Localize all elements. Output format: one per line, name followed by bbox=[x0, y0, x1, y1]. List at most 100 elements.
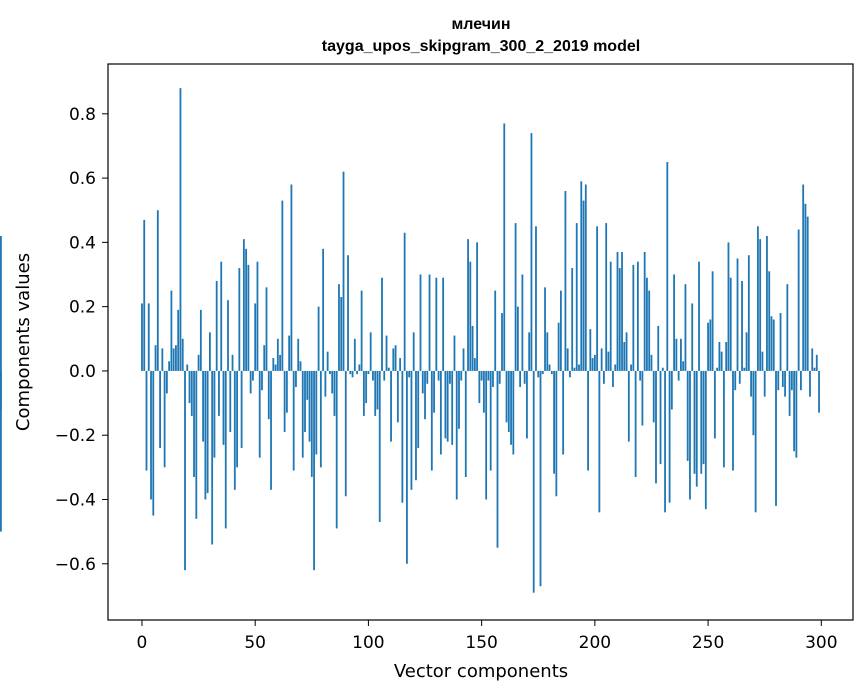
x-tick-label: 100 bbox=[352, 633, 384, 653]
bar bbox=[736, 258, 739, 371]
bar bbox=[335, 370, 338, 529]
plot-frame bbox=[107, 63, 854, 621]
bar bbox=[693, 370, 696, 474]
bar bbox=[641, 370, 644, 426]
bar bbox=[249, 370, 252, 394]
bar bbox=[603, 370, 605, 384]
bar bbox=[584, 184, 587, 371]
x-tick-label: 50 bbox=[244, 633, 266, 653]
bar bbox=[424, 370, 426, 420]
bar bbox=[781, 370, 784, 387]
y-axis-ticks: −0.6 −0.4 −0.2 0.0 0.2 0.4 0.6 0.8 bbox=[55, 105, 108, 575]
bar bbox=[469, 261, 472, 371]
bar bbox=[564, 190, 567, 371]
bar bbox=[186, 364, 189, 371]
bar bbox=[589, 329, 592, 371]
bar bbox=[729, 277, 732, 371]
bar bbox=[252, 370, 254, 381]
bar bbox=[698, 261, 700, 371]
bar bbox=[580, 181, 583, 371]
bar bbox=[695, 370, 698, 487]
bar bbox=[682, 361, 685, 371]
bar bbox=[215, 280, 218, 371]
x-tick-label: 300 bbox=[805, 633, 837, 653]
bar bbox=[439, 370, 442, 455]
bar bbox=[417, 370, 420, 449]
bar bbox=[229, 370, 232, 432]
bar bbox=[288, 335, 291, 371]
bar bbox=[802, 184, 805, 371]
bar bbox=[684, 284, 687, 371]
bar bbox=[800, 370, 802, 391]
bar bbox=[587, 370, 589, 471]
bar bbox=[193, 370, 195, 477]
bar bbox=[143, 219, 146, 371]
bar bbox=[559, 290, 562, 371]
bar bbox=[546, 332, 549, 371]
bar bbox=[815, 354, 818, 371]
bar bbox=[582, 200, 585, 371]
bar bbox=[519, 370, 522, 387]
bar bbox=[473, 358, 476, 371]
bar bbox=[623, 342, 626, 371]
bar bbox=[673, 274, 676, 371]
bar bbox=[245, 248, 248, 371]
bar bbox=[661, 367, 664, 371]
bar bbox=[159, 370, 161, 449]
bar bbox=[756, 226, 759, 371]
bar bbox=[523, 370, 526, 384]
bar bbox=[333, 370, 336, 416]
bar bbox=[211, 370, 214, 545]
bar bbox=[240, 370, 243, 449]
bar bbox=[743, 367, 746, 371]
bar bbox=[224, 370, 227, 529]
bar bbox=[779, 313, 782, 371]
bar bbox=[521, 274, 524, 371]
bar bbox=[596, 226, 599, 371]
bar bbox=[381, 277, 383, 371]
bar bbox=[326, 351, 329, 371]
bar bbox=[643, 252, 646, 371]
bar bbox=[295, 370, 297, 387]
y-tick-label: 0.8 bbox=[69, 105, 96, 125]
bar bbox=[720, 351, 723, 371]
bar bbox=[313, 370, 315, 571]
bar bbox=[666, 162, 669, 371]
bar bbox=[419, 274, 422, 371]
bar bbox=[498, 370, 501, 384]
bar bbox=[532, 370, 535, 593]
bar bbox=[258, 370, 261, 458]
bar bbox=[709, 319, 712, 371]
bar bbox=[0, 370, 2, 532]
bar bbox=[704, 370, 707, 510]
bar bbox=[356, 370, 358, 375]
bar bbox=[573, 367, 576, 371]
bar bbox=[727, 242, 730, 371]
bar bbox=[213, 370, 216, 458]
bar bbox=[351, 370, 354, 378]
bar bbox=[759, 239, 762, 371]
bar bbox=[614, 364, 617, 371]
bar bbox=[464, 370, 467, 477]
y-tick-label: 0.2 bbox=[69, 298, 96, 318]
bar bbox=[707, 322, 709, 371]
bar bbox=[646, 277, 648, 371]
chart-subtitle: tayga_upos_skipgram_300_2_2019 model bbox=[322, 38, 640, 55]
bar bbox=[349, 370, 352, 375]
bar bbox=[530, 133, 533, 371]
bar bbox=[206, 370, 209, 494]
bar bbox=[489, 370, 492, 471]
bar bbox=[632, 264, 635, 371]
bar bbox=[514, 223, 517, 371]
bar bbox=[344, 370, 347, 497]
x-tick-label: 0 bbox=[137, 633, 148, 653]
bar bbox=[786, 284, 789, 371]
bar bbox=[569, 370, 571, 378]
bar bbox=[528, 332, 531, 371]
bar bbox=[775, 370, 777, 506]
bar bbox=[630, 364, 632, 371]
bar bbox=[689, 370, 691, 500]
bar bbox=[480, 370, 483, 381]
bar bbox=[218, 370, 220, 416]
bar bbox=[263, 345, 266, 371]
